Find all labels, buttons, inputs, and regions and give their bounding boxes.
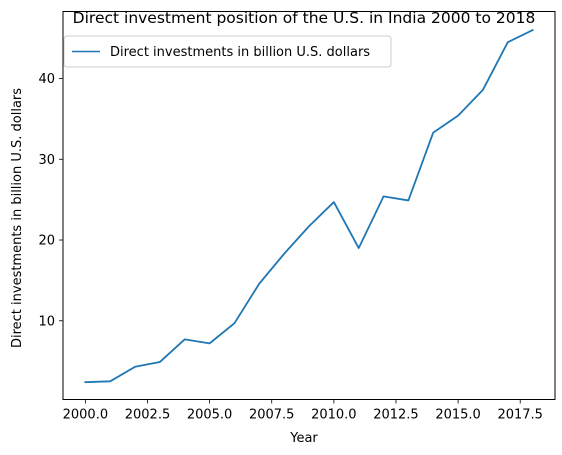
y-axis: 10 20 30 40: [38, 72, 63, 329]
y-tick-label: 40: [38, 72, 55, 87]
legend-entry-label: Direct investments in billion U.S. dolla…: [110, 45, 370, 60]
y-axis-label: Direct investments in billion U.S. dolla…: [10, 88, 25, 348]
y-tick-label: 30: [38, 153, 55, 168]
x-axis: 2000.0 2002.5 2005.0 2007.5 2010.0 2012.5 2015…: [63, 399, 543, 423]
series-layer: [84, 28, 534, 384]
y-tick-label: 10: [38, 314, 55, 329]
series-line: [84, 28, 534, 384]
x-tick-label: 2007.5: [249, 408, 295, 423]
x-tick-label: 2012.5: [373, 408, 419, 423]
x-axis-label: Year: [289, 431, 318, 446]
x-tick-label: 2017.5: [497, 408, 543, 423]
legend: Direct investments in billion U.S. dolla…: [63, 35, 392, 68]
plot-area-frame: [62, 11, 556, 400]
legend-box: [63, 35, 392, 68]
y-tick-label: 20: [38, 234, 55, 249]
x-tick-label: 2002.5: [125, 408, 171, 423]
x-tick-label: 2000.0: [63, 408, 109, 423]
x-tick-label: 2005.0: [187, 408, 233, 423]
x-tick-label: 2015.0: [435, 408, 481, 423]
x-tick-label: 2010.0: [311, 408, 357, 423]
chart-title: Direct investment position of the U.S. i…: [73, 9, 536, 27]
